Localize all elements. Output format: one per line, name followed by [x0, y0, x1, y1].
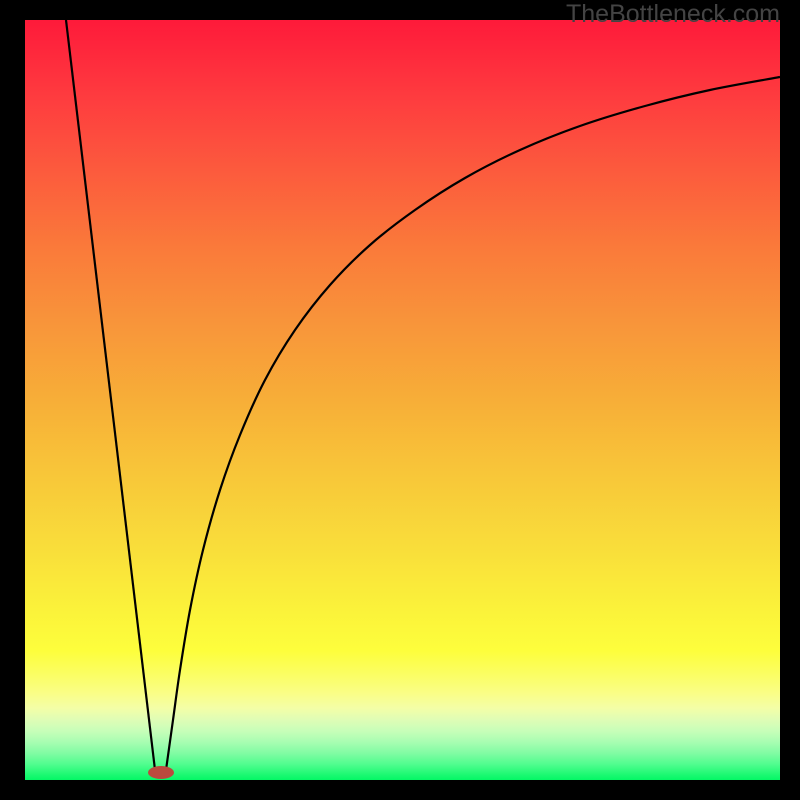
right-curve: [166, 77, 780, 770]
minimum-marker: [148, 766, 174, 779]
left-curve: [66, 20, 155, 770]
watermark-text: TheBottleneck.com: [566, 0, 780, 29]
curve-overlay: [25, 20, 780, 780]
plot-area: [25, 20, 780, 780]
